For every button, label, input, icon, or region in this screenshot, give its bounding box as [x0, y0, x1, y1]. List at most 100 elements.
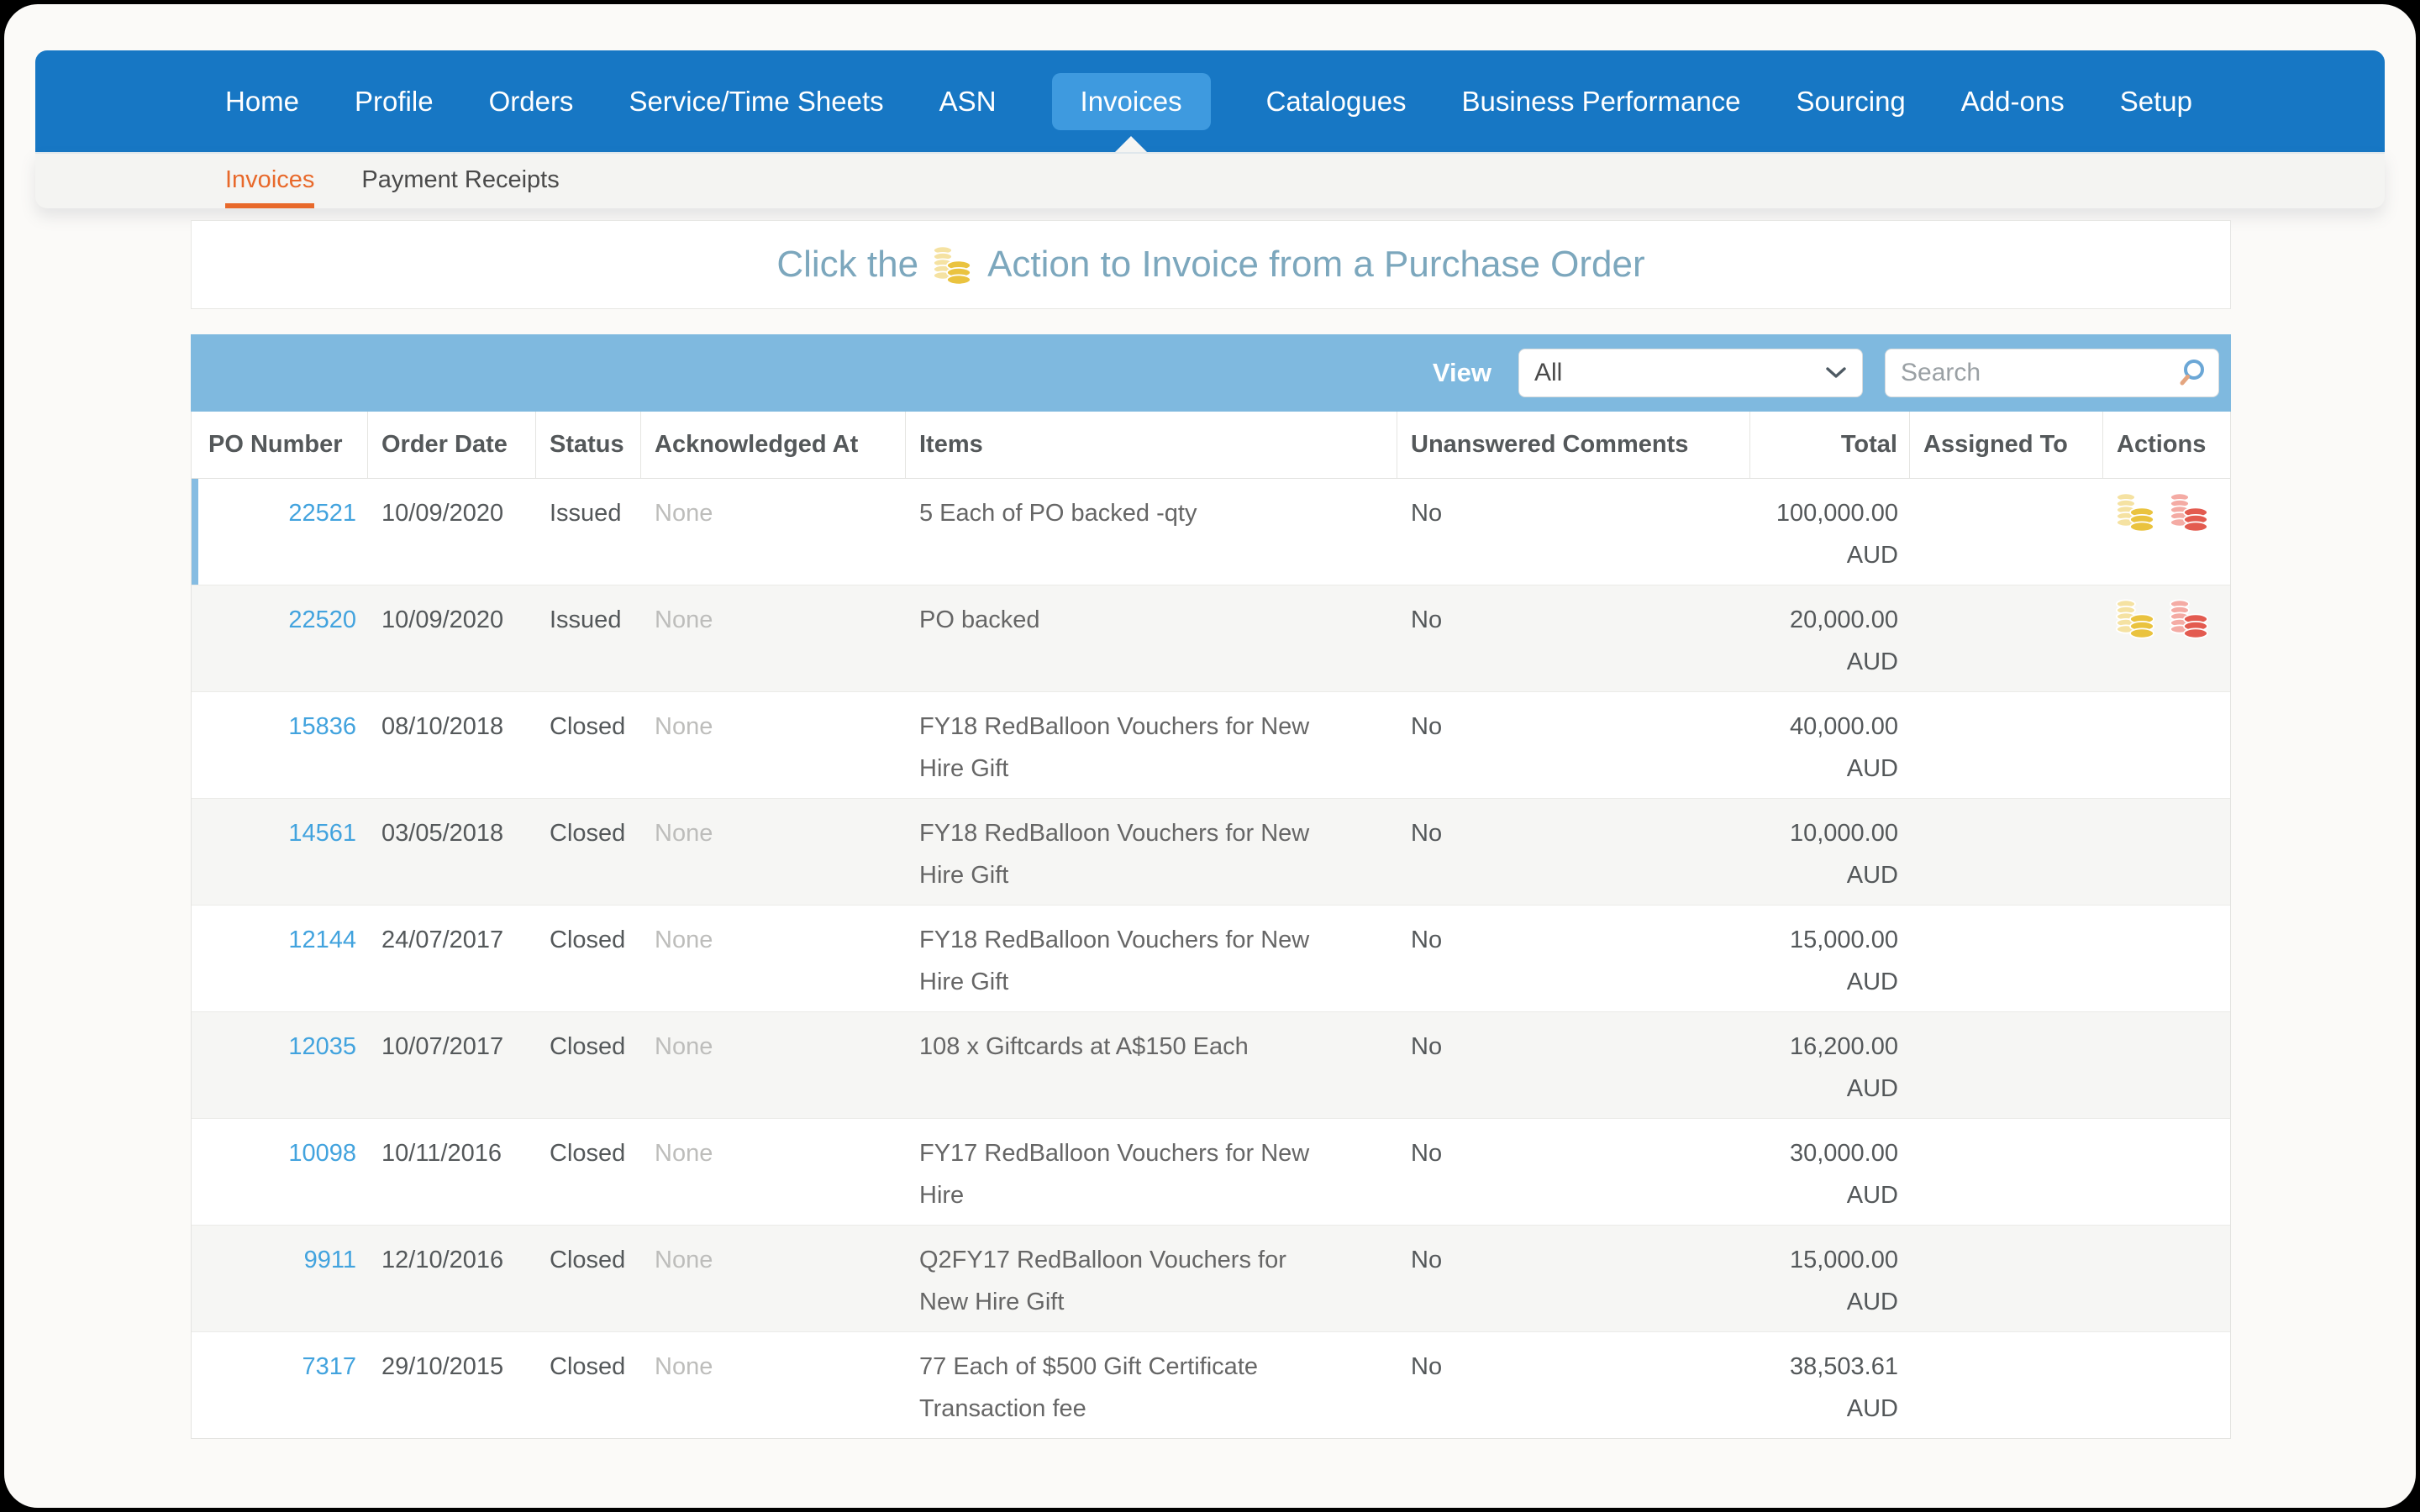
search-input[interactable]: [1901, 359, 2176, 387]
actions-cell: [2103, 1012, 2230, 1118]
po-number-cell: 7317: [192, 1332, 368, 1438]
nav-setup[interactable]: Setup: [2119, 85, 2192, 117]
total-cell: 30,000.00 AUD: [1789, 1140, 1898, 1209]
purchase-orders-table: PO Number Order Date Status Acknowledged…: [191, 412, 2231, 1439]
po-number-link[interactable]: 7317: [302, 1353, 356, 1380]
unanswered-comments-cell: No: [1411, 1033, 1443, 1060]
subnav-invoices[interactable]: Invoices: [225, 154, 315, 208]
banner-text-after: Action to Invoice from a Purchase Order: [987, 244, 1645, 285]
unanswered-comments-cell: No: [1411, 713, 1443, 740]
app-window: Home Profile Orders Service/Time Sheets …: [4, 4, 2416, 1508]
table-row: 12035 10/07/2017 Closed None 108 x Giftc…: [192, 1011, 2230, 1118]
status-cell: Closed: [550, 1140, 626, 1167]
assigned-to-cell: [1910, 906, 2103, 1011]
acknowledged-at-cell: None: [655, 820, 713, 847]
nav-business-performance[interactable]: Business Performance: [1461, 85, 1741, 117]
actions-cell: [2103, 1119, 2230, 1225]
unanswered-comments-cell: No: [1411, 500, 1443, 527]
order-date-cell: 10/09/2020: [381, 606, 504, 633]
subnav-payment-receipts[interactable]: Payment Receipts: [361, 166, 560, 193]
table-body: 22521 10/09/2020 Issued None 5 Each of P…: [192, 478, 2230, 1438]
items-cell: 108 x Giftcards at A$150 Each: [919, 1033, 1249, 1060]
table-row: 14561 03/05/2018 Closed None FY18 RedBal…: [192, 798, 2230, 905]
nav-invoices-active-tab[interactable]: Invoices: [1051, 72, 1211, 155]
view-select-value: All: [1534, 359, 1563, 386]
nav-profile[interactable]: Profile: [355, 85, 434, 117]
assigned-to-cell: [1910, 1226, 2103, 1331]
status-cell: Closed: [550, 1247, 626, 1273]
table-toolbar: View All: [191, 334, 2231, 412]
create-invoice-gold-coins-icon[interactable]: [2115, 597, 2157, 653]
po-number-link[interactable]: 12035: [288, 1033, 356, 1060]
status-cell: Issued: [550, 500, 622, 527]
total-cell: 15,000.00 AUD: [1789, 1247, 1898, 1315]
unanswered-comments-cell: No: [1411, 1140, 1443, 1167]
table-row: 22521 10/09/2020 Issued None 5 Each of P…: [192, 479, 2230, 585]
po-number-cell: 22521: [192, 479, 368, 585]
order-date-cell: 10/07/2017: [381, 1033, 504, 1060]
acknowledged-at-cell: None: [655, 713, 713, 740]
po-number-link[interactable]: 14561: [288, 820, 356, 847]
search-icon[interactable]: [2176, 358, 2207, 388]
actions-cell: [2103, 1226, 2230, 1331]
create-invoice-gold-coins-icon[interactable]: [2115, 491, 2157, 546]
main-nav: Home Profile Orders Service/Time Sheets …: [35, 50, 2385, 155]
nav-asn[interactable]: ASN: [939, 85, 997, 117]
table-row: 10098 10/11/2016 Closed None FY17 RedBal…: [192, 1118, 2230, 1225]
unanswered-comments-cell: No: [1411, 927, 1443, 953]
nav-sourcing[interactable]: Sourcing: [1796, 85, 1906, 117]
order-date-cell: 29/10/2015: [381, 1353, 504, 1380]
po-number-cell: 10098: [192, 1119, 368, 1225]
assigned-to-cell: [1910, 1119, 2103, 1225]
table-row: 7317 29/10/2015 Closed None 77 Each of $…: [192, 1331, 2230, 1438]
unanswered-comments-cell: No: [1411, 606, 1443, 633]
po-number-cell: 12144: [192, 906, 368, 1011]
po-number-link[interactable]: 22521: [288, 500, 356, 527]
create-credit-note-red-coins-icon[interactable]: [2169, 597, 2211, 653]
po-number-cell: 9911: [192, 1226, 368, 1331]
acknowledged-at-cell: None: [655, 500, 713, 527]
nav-add-ons[interactable]: Add-ons: [1960, 85, 2065, 117]
actions-cell: [2103, 799, 2230, 905]
status-cell: Issued: [550, 606, 622, 633]
search-box[interactable]: [1885, 349, 2219, 397]
banner-text-before: Click the: [776, 244, 919, 285]
po-number-link[interactable]: 10098: [288, 1140, 356, 1167]
table-row: 12144 24/07/2017 Closed None FY18 RedBal…: [192, 905, 2230, 1011]
nav-orders[interactable]: Orders: [488, 85, 574, 117]
po-number-link[interactable]: 9911: [303, 1247, 356, 1273]
unanswered-comments-cell: No: [1411, 1247, 1443, 1273]
actions-cell: [2103, 1332, 2230, 1438]
po-number-cell: 15836: [192, 692, 368, 798]
po-number-cell: 22520: [192, 585, 368, 691]
items-cell: Q2FY17 RedBalloon Vouchers for New Hire …: [919, 1247, 1286, 1315]
order-date-cell: 12/10/2016: [381, 1247, 504, 1273]
nav-home[interactable]: Home: [225, 85, 300, 117]
po-number-link[interactable]: 22520: [288, 606, 356, 633]
acknowledged-at-cell: None: [655, 1140, 713, 1167]
status-cell: Closed: [550, 1033, 626, 1060]
po-number-link[interactable]: 12144: [288, 927, 356, 953]
gold-coins-icon: [932, 244, 974, 286]
col-header-acknowledged-at: Acknowledged At: [641, 412, 906, 478]
nav-service-time-sheets[interactable]: Service/Time Sheets: [629, 85, 884, 117]
status-cell: Closed: [550, 927, 626, 953]
unanswered-comments-cell: No: [1411, 1353, 1443, 1380]
order-date-cell: 10/09/2020: [381, 500, 504, 527]
total-cell: 15,000.00 AUD: [1789, 927, 1898, 995]
po-number-link[interactable]: 15836: [288, 713, 356, 740]
create-credit-note-red-coins-icon[interactable]: [2169, 491, 2211, 546]
items-cell: 77 Each of $500 Gift Certificate Transac…: [919, 1353, 1258, 1422]
actions-cell: [2103, 906, 2230, 1011]
items-cell: 5 Each of PO backed -qty: [919, 500, 1197, 527]
nav-catalogues[interactable]: Catalogues: [1265, 85, 1407, 117]
col-header-unanswered-comments: Unanswered Comments: [1397, 412, 1750, 478]
col-header-assigned-to: Assigned To: [1910, 412, 2103, 478]
items-cell: PO backed: [919, 606, 1040, 633]
actions-cell: [2103, 479, 2230, 585]
col-header-status: Status: [536, 412, 641, 478]
view-select[interactable]: All: [1518, 349, 1863, 397]
acknowledged-at-cell: None: [655, 606, 713, 633]
po-number-cell: 12035: [192, 1012, 368, 1118]
actions-cell: [2103, 585, 2230, 691]
